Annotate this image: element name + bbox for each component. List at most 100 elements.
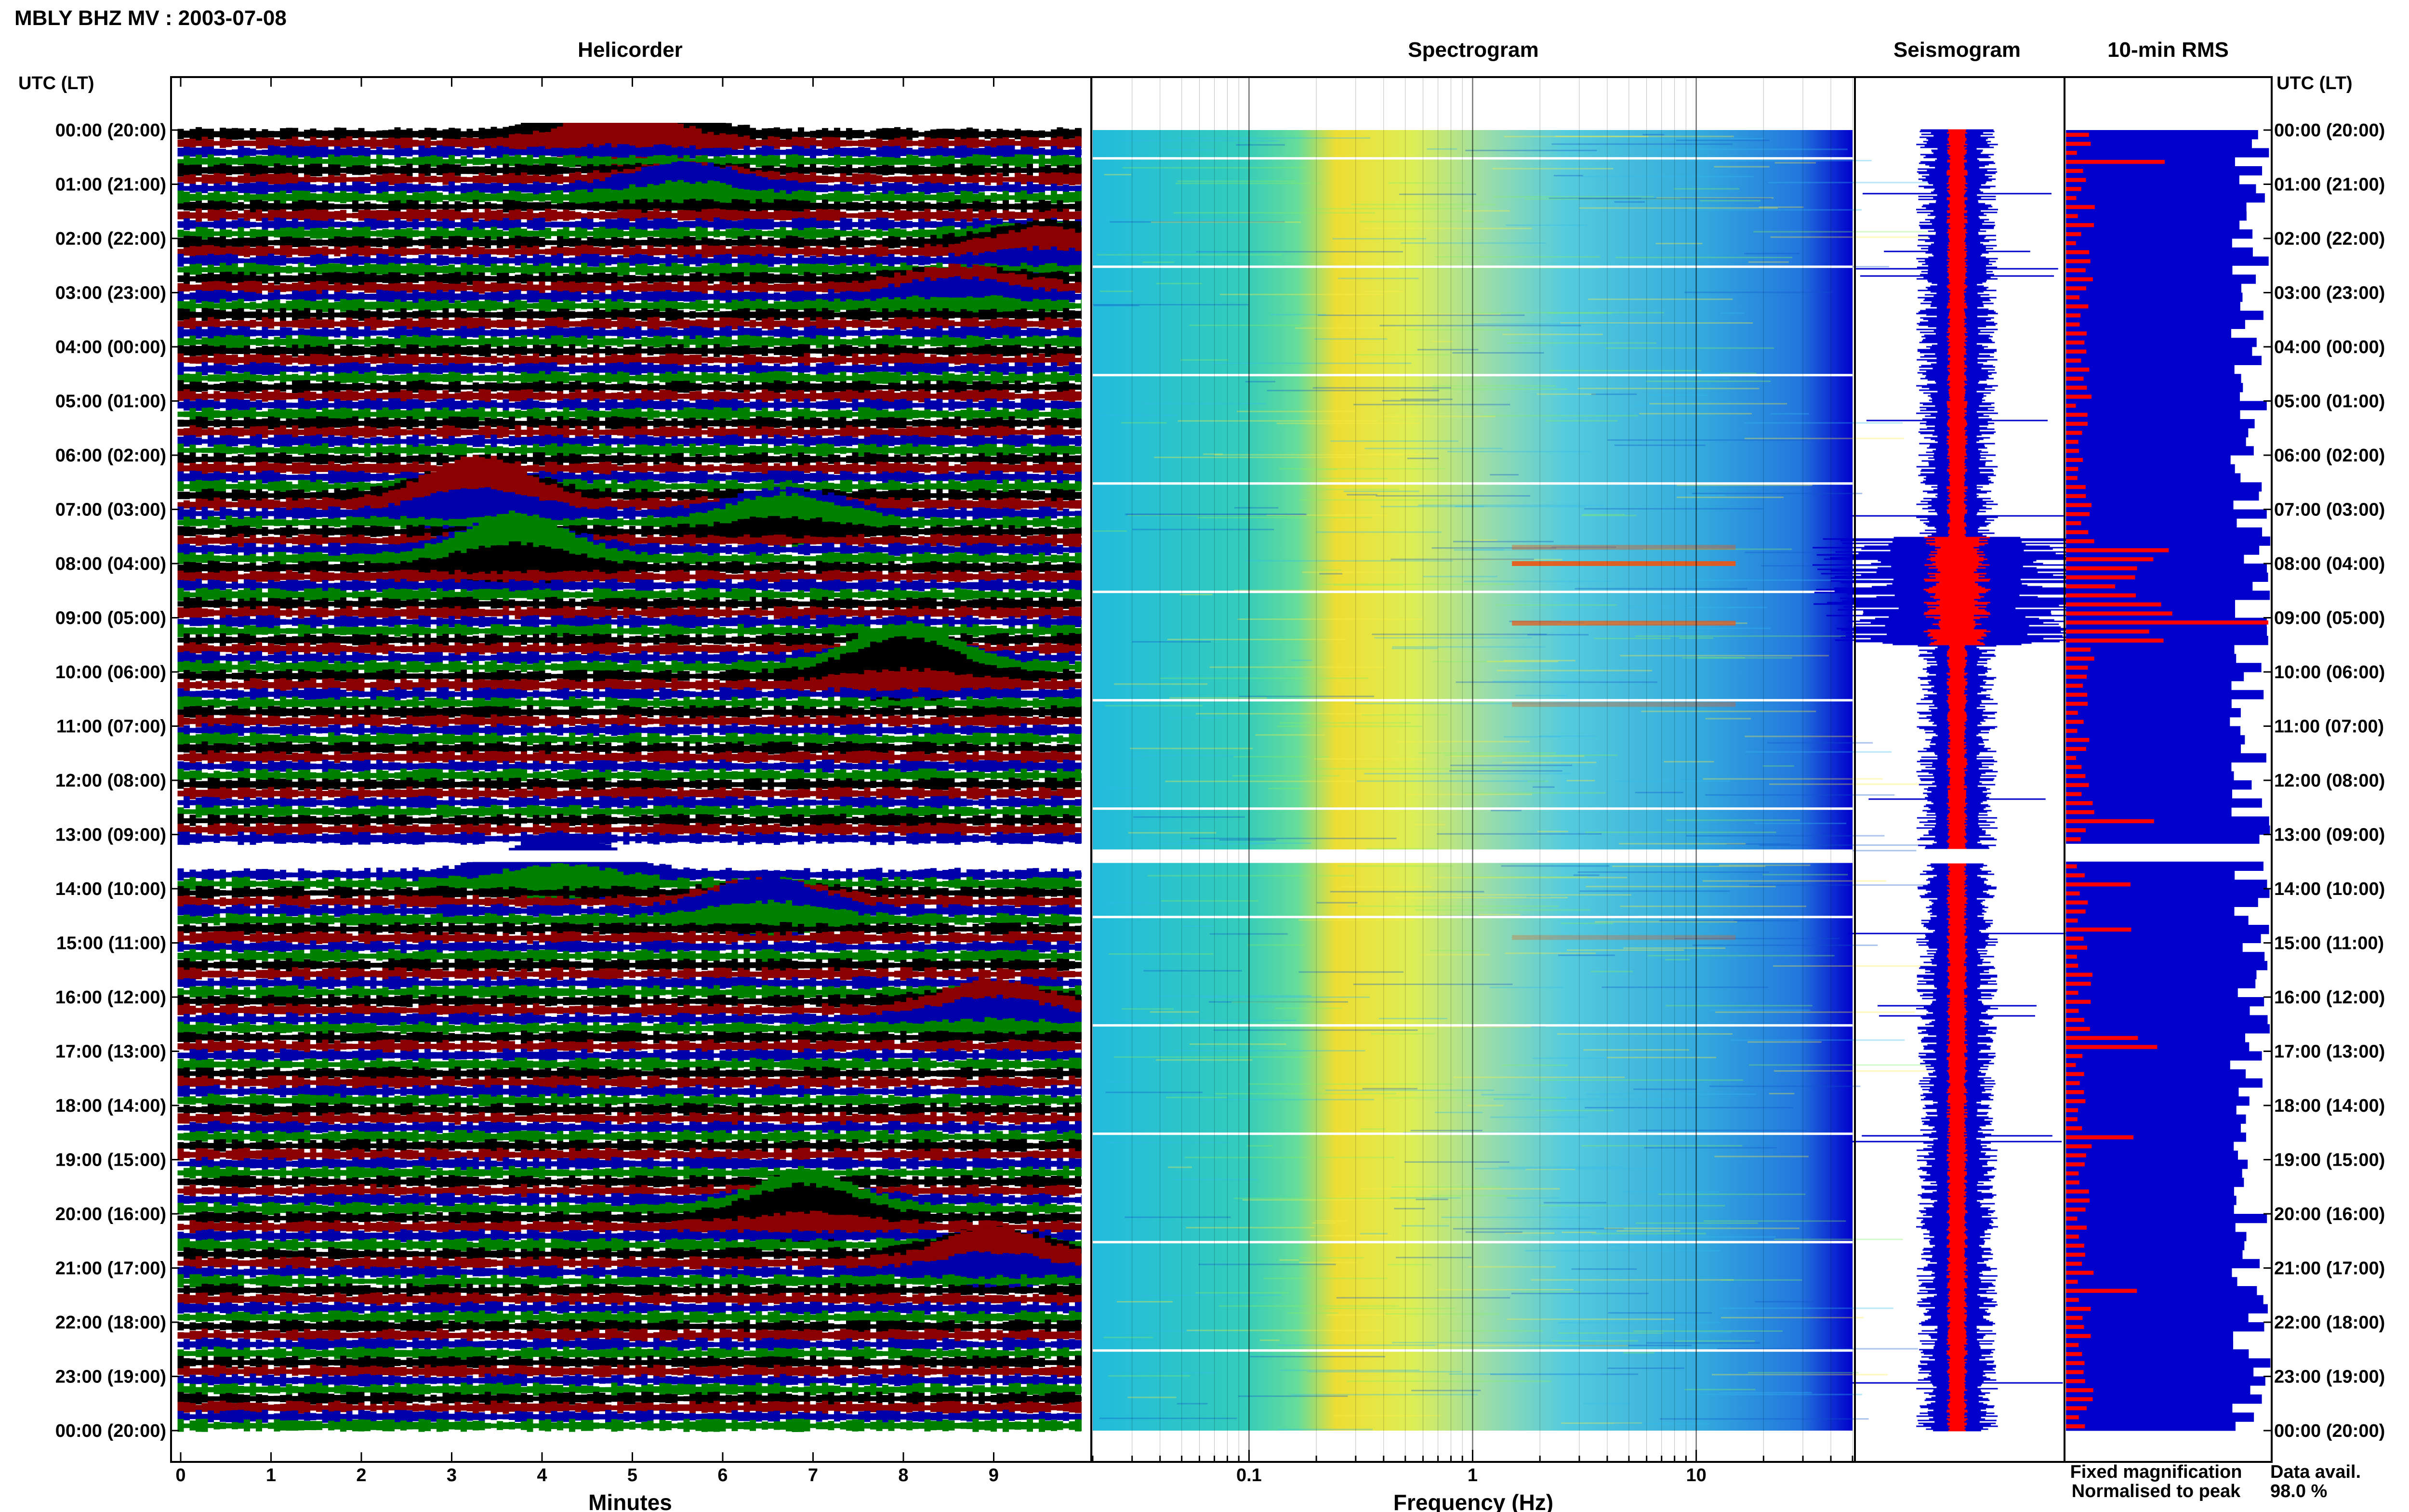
time-labels-right: 00:00 (20:00) 01:00 (21:00) 02:00 (22:00) 0… [2263, 120, 2385, 1441]
time-label: 06:00 (02:00) [2274, 446, 2385, 466]
spectrogram-streak [1410, 1130, 1482, 1131]
spectrogram-streak [1579, 1344, 1692, 1346]
spectrogram-streak [1615, 780, 1730, 782]
spectrogram-streak [1584, 508, 1763, 510]
spectrogram-streak [1238, 1395, 1348, 1397]
rms-normalised-bar [2066, 1180, 2079, 1185]
rms-normalised-bar [2066, 810, 2094, 815]
spectrogram-streak [1200, 1099, 1375, 1101]
spectrogram-streak [1454, 549, 1615, 551]
helicorder-trace [177, 813, 1082, 827]
rms-normalised-bar [2066, 783, 2089, 788]
spectrogram-streak [1388, 1263, 1431, 1265]
spectrogram-streak [1702, 880, 1886, 882]
rms-fixed-bar [2066, 708, 2241, 718]
spectrogram-streak [1299, 499, 1448, 501]
spectrogram-streak [1404, 1161, 1509, 1163]
spectrogram-streak [1312, 387, 1451, 389]
rms-normalised-bar [2066, 1135, 2134, 1140]
spectrogram-streak [1298, 971, 1404, 973]
rms-normalised-bar [2066, 159, 2165, 164]
spectrogram-streak [1486, 660, 1559, 662]
spectrogram-streak [1379, 325, 1581, 327]
rms-fixed-bar [2066, 699, 2232, 709]
spectrogram-streak [1168, 1166, 1192, 1168]
rms-normalised-bar [2066, 1099, 2086, 1104]
spectrogram-streak [1366, 848, 1439, 850]
spectrogram-streak [1186, 1329, 1383, 1331]
rms-normalised-bar [2066, 1009, 2079, 1013]
rms-fixed-bar [2066, 979, 2256, 988]
rms-normalised-bar [2066, 873, 2085, 878]
rms-normalised-bar [2066, 973, 2092, 977]
spectrogram-streak [1279, 468, 1445, 470]
helicorder-trace [177, 705, 1082, 719]
x-tick-label: 0.1 [1236, 1465, 1262, 1486]
rms-normalised-bar [2066, 963, 2078, 968]
spectrogram-streak [1692, 492, 1863, 494]
spectrogram-streak [1463, 876, 1588, 878]
spectrogram-streak [1305, 208, 1467, 210]
rms-normalised-bar [2066, 349, 2087, 354]
rms-normalised-bar [2066, 1108, 2078, 1113]
spectrogram-streak [1220, 293, 1384, 295]
rms-normalised-bar [2066, 132, 2089, 137]
time-labels-left: 00:00 (20:00) 01:00 (21:00) 02:00 (22:00) 0… [55, 120, 179, 1441]
rms-fixed-bar [2066, 1096, 2250, 1106]
rms-fixed-bar [2066, 220, 2240, 230]
rms-fixed-bar [2066, 771, 2234, 781]
spectrogram-streak [1317, 314, 1525, 316]
rms-fixed-bar [2066, 202, 2247, 212]
spectrogram-streak [1447, 451, 1591, 453]
spectrogram-streak [1583, 1403, 1630, 1405]
rms-normalised-bar [2066, 512, 2090, 516]
rms-normalised-bar [2066, 1307, 2091, 1311]
helicorder-trace [177, 362, 1082, 376]
rms-fixed-bar [2066, 744, 2241, 754]
rms-fixed-bar [2066, 130, 2258, 140]
spectrogram-streak [1367, 453, 1426, 455]
spectrogram-streak [1557, 1033, 1733, 1035]
rms-normalised-bar [2066, 575, 2135, 579]
spectrogram-streak [1399, 193, 1477, 195]
spectrogram-streak [1432, 1195, 1518, 1196]
spectrogram-streak [1156, 283, 1202, 285]
rms-normalised-bar [2066, 1388, 2093, 1393]
spectrogram-streak [1627, 606, 1768, 608]
spectrogram-streak [1122, 167, 1308, 169]
spectrogram-event-band [1512, 620, 1736, 626]
spectrogram-streak [1586, 886, 1776, 888]
rms-normalised-bar [2066, 1162, 2085, 1167]
rms-normalised-bar [2066, 1144, 2092, 1149]
rms-fixed-bar [2066, 518, 2237, 528]
rms-fixed-bar [2066, 1178, 2244, 1187]
spectrogram-streak [1430, 950, 1483, 952]
rms-fixed-bar [2066, 554, 2244, 564]
helicorder-trace [177, 398, 1082, 412]
spectrogram-streak [1552, 1340, 1639, 1342]
time-label: 03:00 (23:00) [2274, 283, 2385, 303]
helicorder-trace [177, 353, 1082, 367]
spectrogram-streak [1771, 413, 1809, 415]
time-label: 12:00 (08:00) [2274, 771, 2385, 791]
time-axis-label-left: UTC (LT) [18, 73, 94, 93]
spectrogram-streak [1456, 681, 1658, 683]
rms-normalised-bar [2066, 1216, 2078, 1221]
rms-normalised-bar [2066, 394, 2092, 399]
time-label: 20:00 (16:00) [2274, 1204, 2385, 1224]
spectrogram-streak [1401, 1225, 1450, 1227]
spectrogram-streak [1102, 902, 1160, 904]
rms-fixed-bar [2066, 428, 2249, 437]
spectrogram-streak [1493, 196, 1654, 198]
rms-normalised-bar [2066, 620, 2268, 625]
spectrogram-streak [1615, 444, 1706, 446]
spectrogram-streak [1748, 1064, 1957, 1066]
spectrogram-streak [1686, 835, 1885, 837]
spectrogram-streak [1454, 1077, 1625, 1078]
spectrogram-streak [1427, 148, 1457, 150]
helicorder-trace [177, 1111, 1082, 1125]
spectrogram-streak [1684, 291, 1832, 293]
time-label: 05:00 (01:00) [55, 392, 166, 412]
spectrogram-streak [1325, 1089, 1495, 1091]
spectrogram-streak [1622, 1191, 1719, 1193]
